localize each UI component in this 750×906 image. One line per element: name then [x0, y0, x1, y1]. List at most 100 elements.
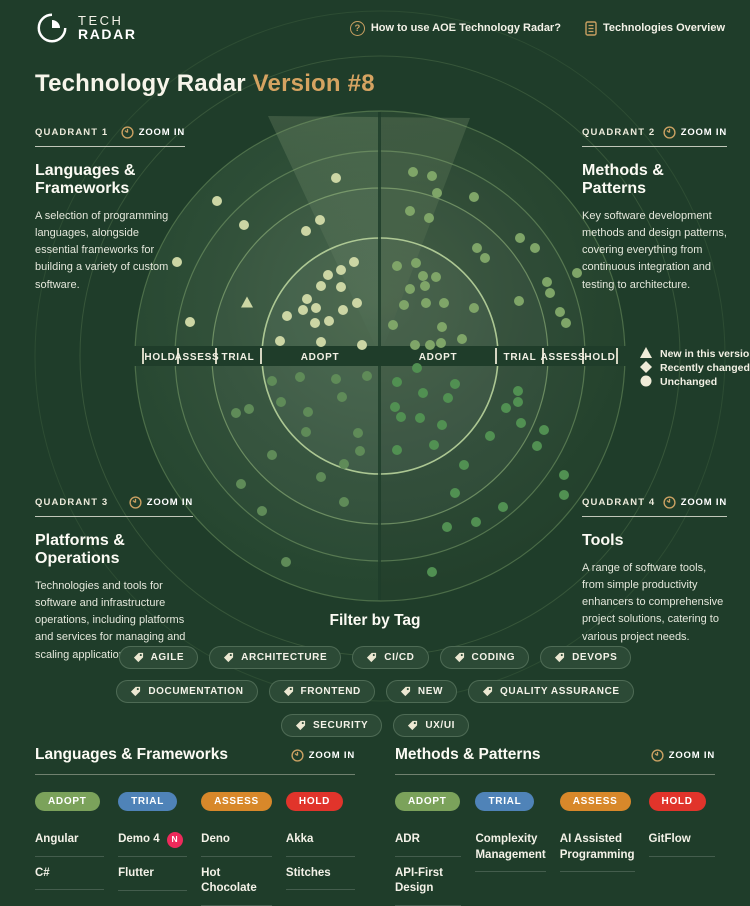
radar-blip[interactable]	[501, 403, 511, 413]
list-zoom-in-button[interactable]: ZOOM IN	[291, 748, 355, 762]
quadrant-3-zoom-in-button[interactable]: ZOOM IN	[129, 496, 193, 509]
radar-blip[interactable]	[437, 322, 447, 332]
quadrant-1-title[interactable]: Languages & Frameworks	[35, 162, 136, 197]
radar-blip[interactable]	[431, 272, 441, 282]
radar-blip[interactable]	[315, 215, 325, 225]
radar-blip[interactable]	[331, 374, 341, 384]
tag-pill-devops[interactable]: DEVOPS	[540, 646, 632, 669]
radar-blip[interactable]	[542, 277, 552, 287]
radar-blip[interactable]	[469, 192, 479, 202]
radar-blip[interactable]	[281, 557, 291, 567]
radar-blip[interactable]	[275, 336, 285, 346]
radar-blip[interactable]	[411, 258, 421, 268]
radar-blip[interactable]	[410, 340, 420, 350]
radar-blip[interactable]	[339, 497, 349, 507]
overview-link[interactable]: Technologies Overview	[585, 20, 725, 36]
radar-blip[interactable]	[421, 298, 431, 308]
technology-item[interactable]: Angular	[35, 823, 105, 857]
radar-blip[interactable]	[515, 233, 525, 243]
technology-item[interactable]: Akka	[285, 823, 355, 857]
radar-blip[interactable]	[420, 281, 430, 291]
quadrant-1-zoom-in-button[interactable]: ZOOM IN	[121, 126, 185, 139]
radar-blip[interactable]	[530, 243, 540, 253]
quadrant-3-title[interactable]: Platforms & Operations	[35, 532, 125, 567]
technology-item[interactable]: Flutter	[118, 857, 188, 891]
quadrant-4-zoom-in-button[interactable]: ZOOM IN	[663, 496, 727, 509]
radar-blip[interactable]	[415, 413, 425, 423]
technology-item[interactable]: Hot Chocolate	[201, 857, 272, 906]
radar-blip[interactable]	[432, 188, 442, 198]
tag-pill-new[interactable]: NEW	[385, 680, 458, 703]
radar-blip[interactable]	[418, 388, 428, 398]
radar-blip[interactable]	[362, 371, 372, 381]
radar-blip[interactable]	[437, 420, 447, 430]
technology-item[interactable]: Demo 4 N	[118, 823, 188, 857]
radar-blip[interactable]	[349, 257, 359, 267]
radar-blip[interactable]	[424, 213, 434, 223]
radar-blip[interactable]	[513, 386, 523, 396]
radar-blip[interactable]	[561, 318, 571, 328]
help-link[interactable]: ? How to use AOE Technology Radar?	[349, 20, 561, 36]
tag-pill-ci-cd[interactable]: CI/CD	[352, 646, 429, 669]
radar-blip[interactable]	[239, 220, 249, 230]
tag-pill-agile[interactable]: AGILE	[118, 646, 199, 669]
radar-blip[interactable]	[442, 522, 452, 532]
radar-blip[interactable]	[388, 320, 398, 330]
radar-blip[interactable]	[302, 294, 312, 304]
radar-blip[interactable]	[471, 517, 481, 527]
radar-blip[interactable]	[450, 379, 460, 389]
tag-pill-architecture[interactable]: ARCHITECTURE	[209, 646, 342, 669]
radar-blip[interactable]	[514, 296, 524, 306]
radar-blip[interactable]	[545, 288, 555, 298]
radar-blip[interactable]	[480, 253, 490, 263]
radar-blip[interactable]	[485, 431, 495, 441]
quadrant-4-title[interactable]: Tools	[582, 532, 624, 549]
radar-blip[interactable]	[282, 311, 292, 321]
radar-blip[interactable]	[390, 402, 400, 412]
technology-item[interactable]: API-First Design	[395, 857, 462, 906]
radar-blip[interactable]	[231, 408, 241, 418]
radar-blip[interactable]	[450, 488, 460, 498]
radar-blip[interactable]	[443, 393, 453, 403]
technology-item[interactable]: Deno	[201, 823, 272, 857]
radar-blip[interactable]	[472, 243, 482, 253]
quadrant-2-title[interactable]: Methods & Patterns	[582, 162, 664, 197]
list-zoom-in-button[interactable]: ZOOM IN	[651, 748, 715, 762]
radar-blip[interactable]	[427, 567, 437, 577]
tag-pill-documentation[interactable]: DOCUMENTATION	[116, 680, 258, 703]
radar-blip[interactable]	[392, 261, 402, 271]
radar-blip[interactable]	[316, 337, 326, 347]
technology-item[interactable]: Stitches	[285, 857, 355, 891]
radar-blip[interactable]	[459, 460, 469, 470]
radar-blip[interactable]	[427, 171, 437, 181]
radar-blip[interactable]	[339, 459, 349, 469]
technology-item[interactable]: AI Assisted Programming	[559, 823, 635, 873]
radar-blip[interactable]	[331, 173, 341, 183]
technology-item[interactable]: Complexity Management	[475, 823, 546, 873]
radar-blip[interactable]	[469, 303, 479, 313]
radar-blip[interactable]	[257, 506, 267, 516]
radar-blip[interactable]	[337, 392, 347, 402]
logo[interactable]: TECH RADAR	[35, 11, 137, 45]
radar-blip[interactable]	[310, 318, 320, 328]
radar-blip[interactable]	[405, 206, 415, 216]
radar-blip[interactable]	[316, 281, 326, 291]
radar-blip[interactable]	[323, 270, 333, 280]
radar-blip[interactable]	[355, 446, 365, 456]
radar-blip[interactable]	[236, 479, 246, 489]
radar-blip[interactable]	[559, 490, 569, 500]
tag-pill-coding[interactable]: CODING	[439, 646, 530, 669]
radar-blip[interactable]	[559, 470, 569, 480]
tag-pill-security[interactable]: SECURITY	[280, 714, 383, 737]
technology-item[interactable]: ADR	[395, 823, 462, 857]
radar-blip[interactable]	[396, 412, 406, 422]
radar-blip[interactable]	[429, 440, 439, 450]
radar-blip[interactable]	[532, 441, 542, 451]
radar-blip[interactable]	[244, 404, 254, 414]
radar-blip[interactable]	[298, 305, 308, 315]
radar-blip[interactable]	[324, 316, 334, 326]
radar-blip[interactable]	[267, 376, 277, 386]
radar-blip[interactable]	[572, 268, 582, 278]
radar-blip[interactable]	[295, 372, 305, 382]
radar-blip[interactable]	[212, 196, 222, 206]
